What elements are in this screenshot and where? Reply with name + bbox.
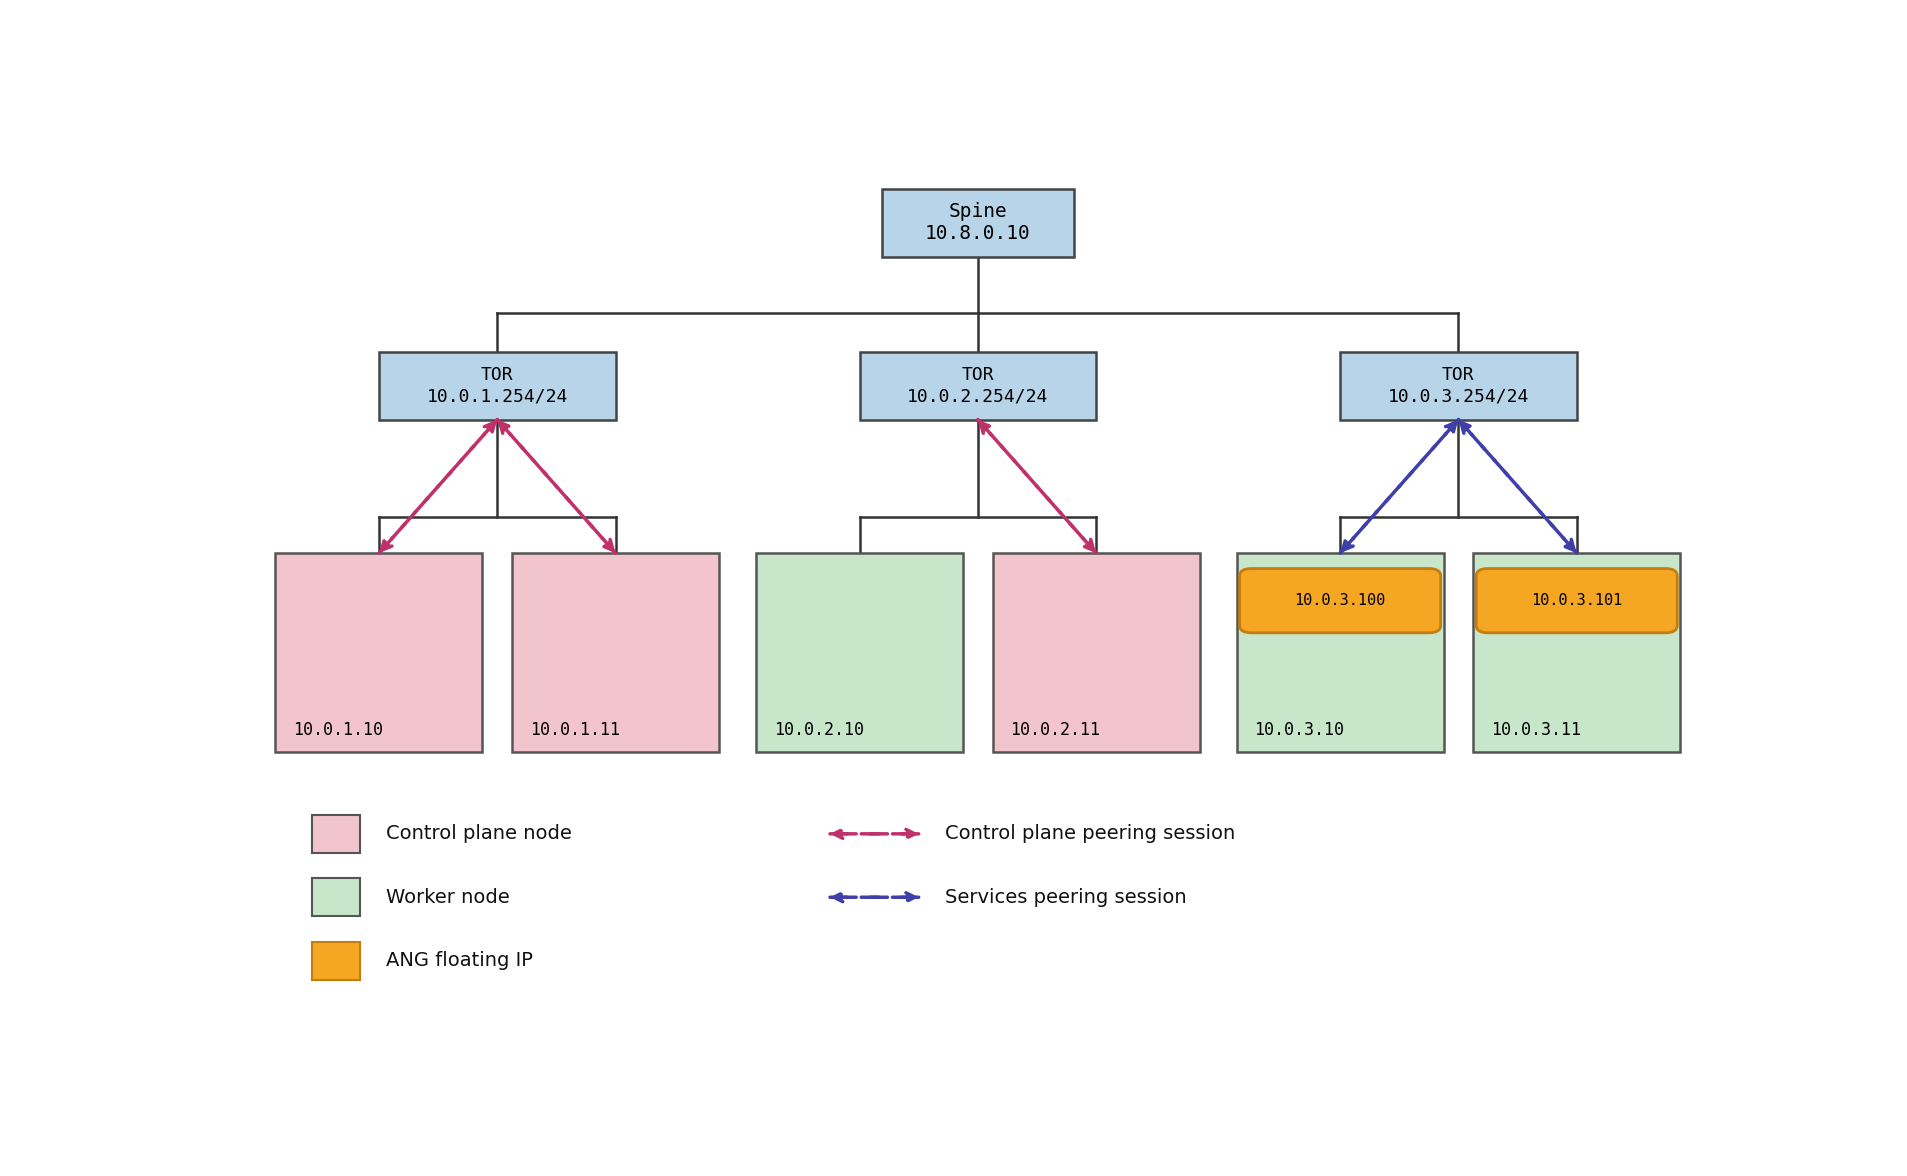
- Text: 10.0.3.101: 10.0.3.101: [1529, 593, 1621, 608]
- FancyBboxPatch shape: [313, 942, 360, 980]
- FancyBboxPatch shape: [275, 553, 482, 753]
- Text: TOR
10.0.3.254/24: TOR 10.0.3.254/24: [1386, 366, 1528, 405]
- FancyBboxPatch shape: [881, 188, 1074, 256]
- Text: Control plane node: Control plane node: [385, 824, 572, 843]
- Text: 10.0.1.11: 10.0.1.11: [530, 721, 620, 739]
- Text: Worker node: Worker node: [385, 888, 509, 907]
- FancyBboxPatch shape: [1472, 553, 1680, 753]
- Text: Control plane peering session: Control plane peering session: [944, 824, 1236, 843]
- FancyBboxPatch shape: [1236, 553, 1444, 753]
- Text: Spine
10.8.0.10: Spine 10.8.0.10: [925, 202, 1030, 243]
- FancyBboxPatch shape: [858, 352, 1095, 420]
- FancyBboxPatch shape: [511, 553, 719, 753]
- Text: 10.0.2.10: 10.0.2.10: [774, 721, 864, 739]
- Text: TOR
10.0.2.254/24: TOR 10.0.2.254/24: [906, 366, 1049, 405]
- Text: 10.0.2.11: 10.0.2.11: [1011, 721, 1100, 739]
- FancyBboxPatch shape: [313, 815, 360, 853]
- FancyBboxPatch shape: [1240, 568, 1440, 633]
- FancyBboxPatch shape: [755, 553, 963, 753]
- FancyBboxPatch shape: [379, 352, 616, 420]
- FancyBboxPatch shape: [992, 553, 1200, 753]
- FancyBboxPatch shape: [1339, 352, 1575, 420]
- FancyBboxPatch shape: [313, 878, 360, 916]
- Text: 10.0.3.11: 10.0.3.11: [1489, 721, 1581, 739]
- Text: 10.0.3.100: 10.0.3.100: [1293, 593, 1384, 608]
- Text: ANG floating IP: ANG floating IP: [385, 951, 532, 970]
- Text: TOR
10.0.1.254/24: TOR 10.0.1.254/24: [427, 366, 568, 405]
- Text: 10.0.1.10: 10.0.1.10: [294, 721, 383, 739]
- FancyBboxPatch shape: [1476, 568, 1676, 633]
- Text: 10.0.3.10: 10.0.3.10: [1253, 721, 1344, 739]
- Text: Services peering session: Services peering session: [944, 888, 1186, 907]
